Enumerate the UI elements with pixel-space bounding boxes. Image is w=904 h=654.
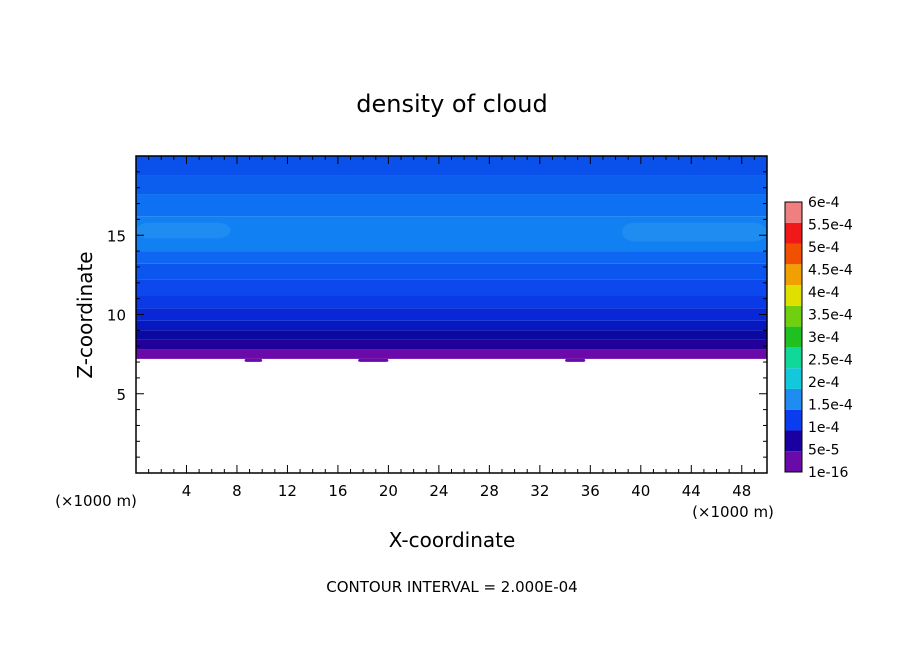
field-band-0: [136, 349, 767, 359]
x-tick-label-4: 20: [379, 482, 398, 500]
colorbar-swatch-9: [785, 264, 802, 286]
colorbar-swatch-10: [785, 243, 802, 265]
x-tick-label-0: 4: [182, 482, 192, 500]
x-tick-label-1: 8: [232, 482, 242, 500]
colorbar-swatch-6: [785, 326, 802, 348]
colorbar-swatch-7: [785, 305, 802, 327]
field-band-11: [136, 175, 767, 195]
colorbar-label-0: 1e-16: [808, 465, 848, 481]
colorbar-label-4: 2e-4: [808, 375, 840, 391]
colorbar-label-11: 5.5e-4: [808, 218, 853, 234]
x-tick-label-11: 48: [732, 482, 751, 500]
x-tick-label-9: 40: [631, 482, 650, 500]
field-band-8: [136, 251, 767, 264]
y-tick-label-0: 5: [116, 386, 126, 404]
colorbar-swatch-4: [785, 368, 802, 389]
light-patch-0: [136, 222, 231, 239]
y-tick-label-1: 10: [107, 307, 126, 325]
colorbar-label-2: 1e-4: [808, 420, 840, 436]
colorbar-label-3: 1.5e-4: [808, 398, 853, 414]
colorbar: 1e-16 5e-5 1e-4 1.5e-4 2e-4 2.5e-4 3e-4 3.5e-4 4…: [784, 195, 853, 481]
colorbar-swatch-11: [785, 222, 802, 244]
colorbar-swatch-2: [785, 409, 802, 431]
y-tick-label-2: 15: [107, 227, 126, 245]
x-axis: 4 8 12 16 20 24 28 32 36 40 44 48: [148, 156, 755, 500]
light-patch-1: [621, 222, 767, 242]
chart-title: density of cloud: [356, 90, 547, 118]
x-tick-label-10: 44: [682, 482, 701, 500]
colorbar-label-10: 5e-4: [808, 240, 840, 256]
cloud-base-bump-1: [358, 358, 389, 362]
colorbar-swatch-12: [785, 202, 802, 223]
colorbar-swatch-1: [785, 430, 802, 452]
cloud-base-bump-0: [244, 358, 263, 362]
x-axis-label: X-coordinate: [389, 528, 516, 552]
colorbar-swatch-0: [785, 451, 802, 472]
colorbar-swatch-8: [785, 285, 802, 306]
y-axis-label: Z-coordinate: [73, 251, 97, 378]
colorbar-label-7: 3.5e-4: [808, 308, 853, 324]
colorbar-swatch-5: [785, 347, 802, 369]
field-band-2: [136, 330, 767, 340]
contour-interval-note: CONTOUR INTERVAL = 2.000E-04: [326, 578, 577, 596]
field-band-3: [136, 320, 767, 331]
colorbar-label-9: 4.5e-4: [808, 263, 853, 279]
x-tick-label-2: 12: [278, 482, 297, 500]
plot-area: [136, 156, 767, 362]
x-unit-label-right: (×1000 m): [692, 503, 774, 521]
field-band-4: [136, 308, 767, 321]
colorbar-label-1: 5e-5: [808, 443, 839, 459]
x-tick-label-5: 24: [429, 482, 448, 500]
field-band-10: [136, 194, 767, 217]
cloud-base-bump-2: [565, 358, 586, 362]
field-band-1: [136, 339, 767, 350]
colorbar-swatch-3: [785, 388, 802, 410]
x-tick-label-8: 36: [581, 482, 600, 500]
x-unit-label-left: (×1000 m): [55, 492, 137, 510]
x-tick-label-6: 28: [480, 482, 499, 500]
x-tick-label-7: 32: [530, 482, 549, 500]
colorbar-label-8: 4e-4: [808, 285, 840, 301]
field-band-6: [136, 279, 767, 296]
x-tick-label-3: 16: [328, 482, 347, 500]
y-axis: 5 10 15: [107, 171, 767, 458]
colorbar-label-12: 6e-4: [808, 195, 840, 211]
colorbar-label-5: 2.5e-4: [808, 353, 853, 369]
field-band-5: [136, 295, 767, 309]
field-band-12: [136, 156, 767, 176]
colorbar-label-6: 3e-4: [808, 330, 840, 346]
field-band-7: [136, 263, 767, 280]
colorbar-frame: [784, 201, 803, 473]
